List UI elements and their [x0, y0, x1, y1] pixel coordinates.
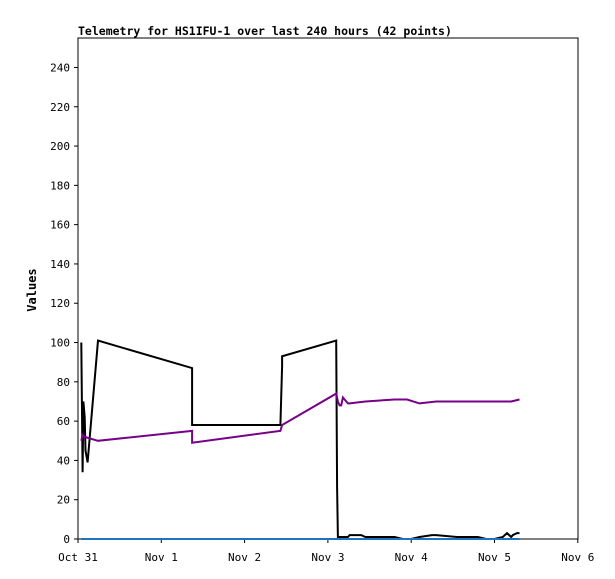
series-line-2: [80, 392, 520, 444]
y-tick-label: 120: [50, 297, 70, 310]
y-tick-label: 40: [57, 454, 70, 467]
y-tick-label: 200: [50, 140, 70, 153]
y-tick-label: 180: [50, 179, 70, 192]
y-tick-label: 220: [50, 101, 70, 114]
x-tick-label: Nov 3: [311, 551, 344, 564]
x-tick-label: Nov 1: [145, 551, 178, 564]
y-tick-label: 140: [50, 258, 70, 271]
y-tick-label: 80: [57, 376, 70, 389]
x-tick-label: Nov 2: [228, 551, 261, 564]
x-tick-label: Nov 5: [478, 551, 511, 564]
series-line-1: [80, 339, 520, 540]
y-tick-label: 100: [50, 337, 70, 350]
chart-title: Telemetry for HS1IFU-1 over last 240 hou…: [78, 24, 452, 38]
y-axis-label: Values: [25, 268, 39, 311]
series-group: [80, 339, 520, 540]
x-axis: Oct 31 Nov 1 Nov 2 Nov 3 Nov 4 Nov 5 Nov 6: [58, 539, 594, 564]
x-tick-label: Nov 6: [561, 551, 594, 564]
y-tick-label: 160: [50, 219, 70, 232]
y-tick-label: 60: [57, 415, 70, 428]
y-tick-label: 20: [57, 494, 70, 507]
y-axis: 0 20 40 60 80 100 120 140 160 180 200 220 240: [50, 61, 78, 546]
y-tick-label: 0: [63, 533, 70, 546]
x-tick-label: Oct 31: [58, 551, 98, 564]
x-tick-label: Nov 4: [395, 551, 428, 564]
y-tick-label: 240: [50, 61, 70, 74]
plot-area-frame: [77, 37, 579, 540]
